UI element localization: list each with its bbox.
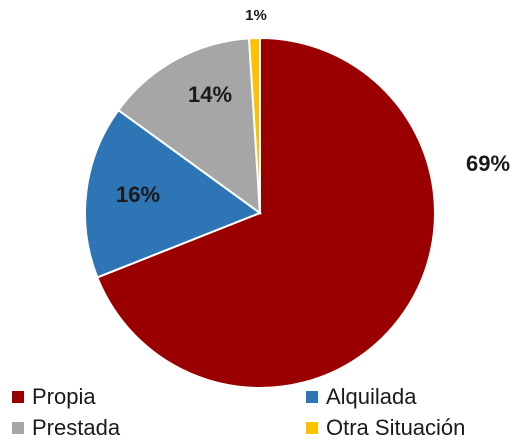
pie-slice: [247, 36, 261, 214]
legend-swatch: [12, 422, 24, 434]
legend-label: Prestada: [32, 415, 121, 440]
legend-swatch: [306, 391, 318, 403]
value-label: 69%: [466, 151, 510, 176]
value-label: 1%: [245, 7, 267, 24]
legend-label: Alquilada: [326, 384, 417, 409]
value-label: 14%: [188, 82, 232, 107]
legend-label: Otra Situación: [326, 415, 465, 440]
legend-swatch: [12, 391, 24, 403]
pie-slice: [84, 108, 263, 279]
legend-label: Propia: [32, 384, 96, 409]
pie-slice: [117, 37, 262, 216]
legend-swatch: [306, 422, 318, 434]
value-label: 16%: [116, 182, 160, 207]
pie-slice: [95, 36, 436, 389]
